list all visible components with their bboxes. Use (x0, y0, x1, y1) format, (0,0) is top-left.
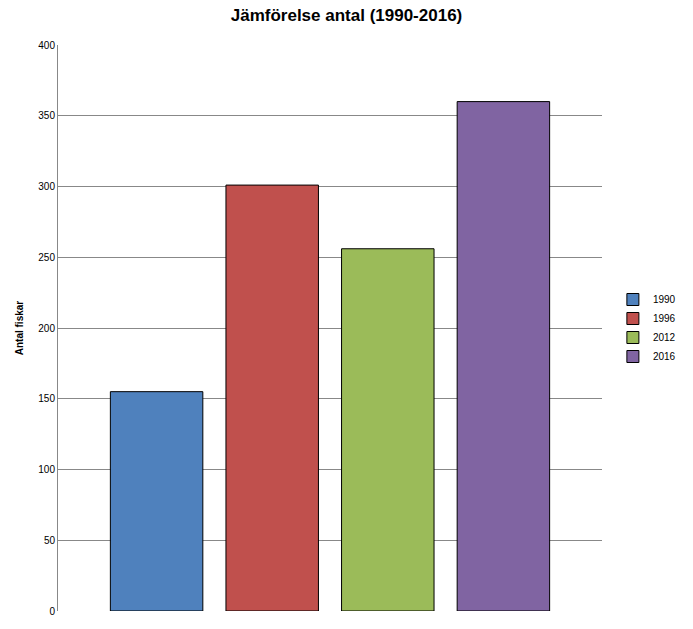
svg-text:200: 200 (38, 323, 55, 334)
svg-text:Antal fiskar: Antal fiskar (14, 301, 25, 356)
svg-text:2016: 2016 (653, 351, 676, 362)
svg-text:1996: 1996 (653, 313, 676, 324)
svg-text:Jämförelse antal (1990-2016): Jämförelse antal (1990-2016) (231, 6, 463, 25)
svg-text:1990: 1990 (653, 294, 676, 305)
svg-text:2012: 2012 (653, 332, 676, 343)
svg-text:150: 150 (38, 393, 55, 404)
svg-text:100: 100 (38, 464, 55, 475)
svg-text:0: 0 (49, 606, 55, 617)
svg-text:50: 50 (44, 535, 56, 546)
svg-text:400: 400 (38, 40, 55, 51)
svg-text:350: 350 (38, 110, 55, 121)
svg-text:300: 300 (38, 181, 55, 192)
svg-text:250: 250 (38, 252, 55, 263)
